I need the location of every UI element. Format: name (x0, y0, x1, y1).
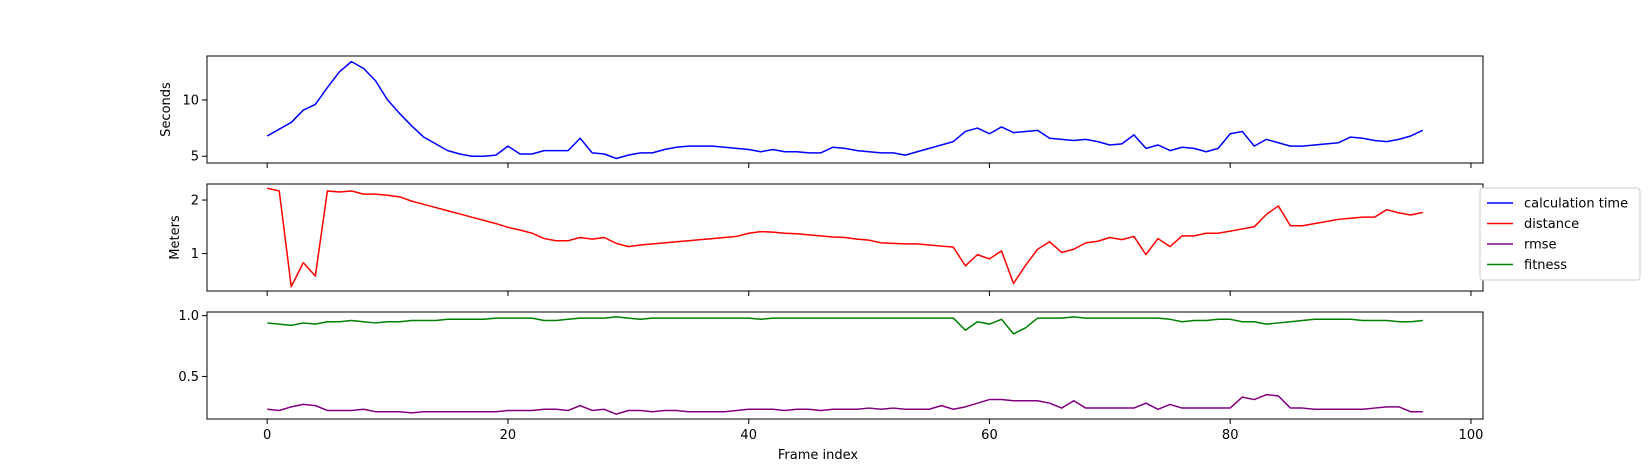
panel-2-ylabel: Meters (168, 215, 183, 260)
ytick-label: 1.0 (178, 309, 199, 324)
series-calculation-time-line (266, 60, 1424, 160)
series-rmse-line (267, 393, 1423, 415)
legend-label-calculation-time: calculation time (1524, 197, 1628, 212)
ytick-label: 2 (191, 194, 199, 209)
panel-1-ylabel: Seconds (159, 82, 174, 137)
xtick-label: 80 (1222, 428, 1239, 443)
x-axis-label: Frame index (778, 448, 859, 463)
xtick-label: 40 (740, 428, 757, 443)
xtick-label: 60 (981, 428, 998, 443)
legend-label-rmse: rmse (1524, 238, 1557, 253)
xtick-label: 0 (263, 428, 271, 443)
panel-3-frame (206, 311, 1484, 420)
ytick-label: 5 (191, 150, 199, 165)
legend-label-distance: distance (1524, 217, 1579, 232)
ytick-label: 0.5 (178, 370, 199, 385)
ytick-label: 10 (182, 93, 199, 108)
ytick-label: 1 (191, 247, 199, 262)
panel-rmse-fitness: 0.5 1.0 (178, 309, 1484, 420)
series-distance-line (267, 187, 1423, 288)
legend-box (1479, 187, 1641, 281)
panel-calculation-time: 5 10 Seconds (159, 55, 1484, 165)
series-fitness-line (267, 316, 1423, 335)
xtick-label: 20 (500, 428, 517, 443)
legend: calculation time distance rmse fitness (1479, 187, 1641, 281)
x-axis-ticks: 0 20 40 60 80 100 (263, 163, 1483, 443)
legend-label-fitness: fitness (1524, 258, 1567, 273)
panel-1-frame (206, 55, 1484, 164)
xtick-label: 100 (1459, 428, 1484, 443)
